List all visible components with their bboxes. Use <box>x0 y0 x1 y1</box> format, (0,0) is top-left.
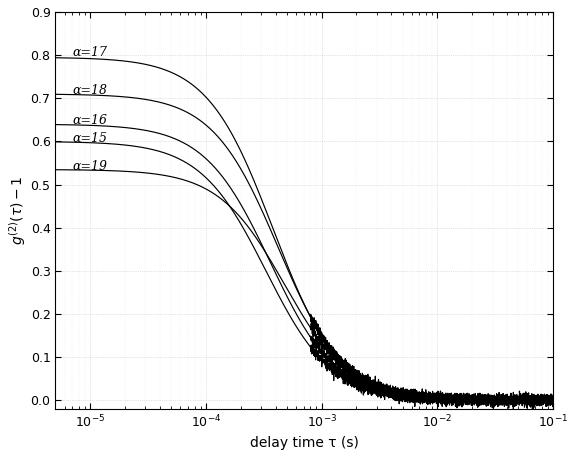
Text: α=17: α=17 <box>72 46 108 58</box>
Text: α=19: α=19 <box>72 160 108 173</box>
Text: α=18: α=18 <box>72 84 108 97</box>
Y-axis label: $g^{(2)}(\tau)-1$: $g^{(2)}(\tau)-1$ <box>7 176 28 245</box>
Text: α=16: α=16 <box>72 114 108 127</box>
X-axis label: delay time τ (s): delay time τ (s) <box>250 436 359 450</box>
Text: α=15: α=15 <box>72 133 108 145</box>
